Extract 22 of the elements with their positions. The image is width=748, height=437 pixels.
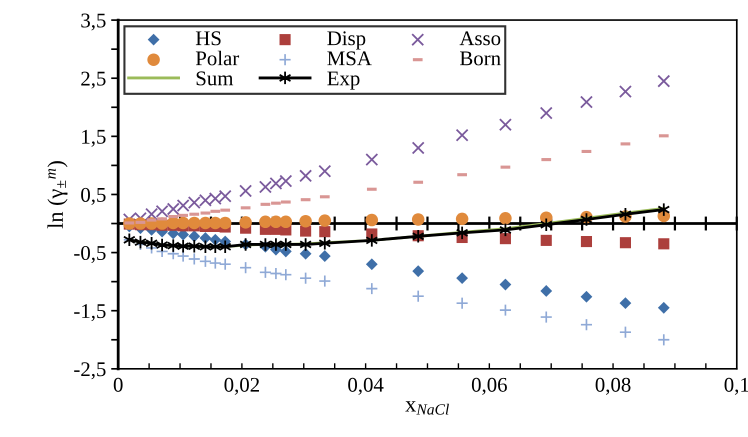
legend-label: MSA [327, 51, 372, 66]
x-tick-label: 0,08 [596, 378, 630, 395]
y-tick-label: -0,5 [74, 246, 106, 264]
x-tick-label: 0,04 [348, 378, 384, 395]
x-axis-title: x$_{NaCl}$ [405, 401, 449, 415]
x-tick-label: 0,06 [472, 378, 507, 395]
y-tick-label: -2,5 [74, 362, 106, 380]
legend-label: Sum [196, 71, 234, 86]
legend-label: Disp [327, 31, 366, 50]
legend-label: Asso [460, 31, 500, 46]
legend-label: Polar [196, 50, 240, 66]
y-tick-label: 2,5 [81, 72, 106, 89]
x-tick-label: 0,02 [224, 378, 259, 395]
y-tick-label: 0,5 [81, 188, 106, 205]
legend-label: HS [196, 31, 221, 46]
y-axis-title: ln (γ$_{±}$$^{m}$) [47, 161, 68, 228]
legend-label: Born [460, 52, 501, 66]
y-tick-label: 3,5 [81, 14, 106, 31]
x-tick-label: 0 [114, 378, 123, 392]
legend-label: Exp [327, 72, 360, 90]
y-tick-label: 1,5 [82, 130, 106, 147]
y-tick-label: -1,5 [74, 304, 106, 322]
